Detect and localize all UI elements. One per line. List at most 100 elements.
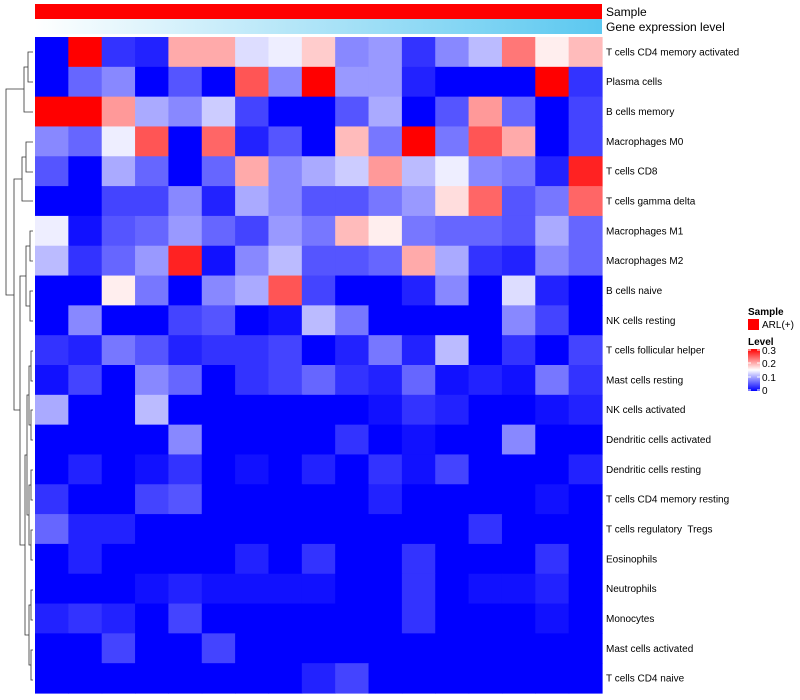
- heatmap-cell: [468, 603, 503, 634]
- heatmap-cell: [435, 245, 470, 277]
- heatmap-cell: [435, 96, 470, 128]
- heatmap-cell: [468, 633, 503, 664]
- heatmap-cell: [568, 633, 603, 664]
- heatmap-cell: [401, 126, 436, 157]
- heatmap-cell: [68, 394, 103, 426]
- heatmap-cell: [135, 365, 170, 396]
- heatmap-cell: [568, 245, 603, 277]
- heatmap-cell: [168, 484, 203, 515]
- heatmap-cell: [168, 573, 203, 605]
- heatmap-cell: [268, 365, 303, 396]
- heatmap-cell: [201, 394, 236, 426]
- heatmap-cell: [501, 514, 536, 545]
- heatmap-cell: [201, 603, 236, 634]
- heatmap-cell: [501, 663, 536, 694]
- heatmap-cell: [101, 573, 136, 605]
- heatmap-cell: [335, 275, 370, 306]
- heatmap-cell: [368, 394, 403, 426]
- heatmap-cell: [135, 37, 170, 68]
- heatmap-cell: [35, 126, 69, 157]
- heatmap-cell: [135, 514, 170, 545]
- heatmap-cell: [301, 633, 336, 664]
- heatmap-cell: [501, 96, 536, 128]
- legend-tick-label: 0.3: [762, 346, 776, 357]
- row-label: T cells follicular helper: [606, 346, 705, 357]
- heatmap-cell: [235, 454, 270, 485]
- heatmap-cell: [68, 365, 103, 396]
- legend-level-ticks: [748, 349, 760, 391]
- heatmap-cell: [201, 126, 236, 157]
- heatmap-cell: [401, 484, 436, 515]
- heatmap-cell: [235, 126, 270, 157]
- heatmap-cell: [68, 543, 103, 575]
- heatmap-cell: [301, 335, 336, 366]
- heatmap-cell: [535, 335, 570, 366]
- heatmap-cell: [301, 186, 336, 217]
- heatmap-cell: [435, 543, 470, 575]
- heatmap-cell: [101, 633, 136, 664]
- heatmap-cell: [35, 514, 69, 545]
- heatmap-cell: [468, 543, 503, 575]
- heatmap-cell: [301, 156, 336, 187]
- heatmap-cell: [401, 305, 436, 336]
- heatmap-cell: [535, 365, 570, 396]
- heatmap-cell: [368, 603, 403, 634]
- heatmap-cell: [68, 186, 103, 217]
- heatmap-cell: [201, 514, 236, 545]
- heatmap-cell: [168, 424, 203, 456]
- heatmap-cell: [68, 573, 103, 605]
- heatmap-cell: [101, 186, 136, 217]
- heatmap-cell: [401, 394, 436, 426]
- heatmap-cell: [35, 424, 69, 456]
- heatmap-cell: [235, 424, 270, 456]
- heatmap-cell: [268, 305, 303, 336]
- heatmap-cell: [535, 275, 570, 306]
- heatmap-cell: [368, 424, 403, 456]
- heatmap-cell: [301, 573, 336, 605]
- heatmap-cell: [501, 335, 536, 366]
- heatmap-cell: [568, 454, 603, 485]
- heatmap-cell: [468, 96, 503, 128]
- row-label: T cells CD4 memory resting: [606, 495, 729, 506]
- heatmap-cell: [468, 573, 503, 605]
- heatmap-cell: [68, 126, 103, 157]
- row-label: Mast cells resting: [606, 375, 683, 386]
- row-label: Macrophages M2: [606, 256, 684, 267]
- row-label: T cells regulatory Tregs: [606, 525, 713, 536]
- heatmap-cell: [135, 335, 170, 366]
- heatmap-cell: [168, 394, 203, 426]
- heatmap-cell: [35, 186, 69, 217]
- heatmap-cell: [101, 603, 136, 634]
- heatmap-cell: [235, 275, 270, 306]
- heatmap-cell: [301, 454, 336, 485]
- heatmap-cell: [268, 37, 303, 68]
- heatmap-cell: [201, 215, 236, 247]
- heatmap-cell: [235, 573, 270, 605]
- heatmap-cell: [568, 514, 603, 545]
- heatmap-cell: [201, 573, 236, 605]
- heatmap-cell: [268, 633, 303, 664]
- heatmap-cell: [401, 603, 436, 634]
- heatmap-cell: [335, 126, 370, 157]
- heatmap-cell: [568, 37, 603, 68]
- heatmap-cell: [401, 66, 436, 98]
- heatmap-cell: [335, 543, 370, 575]
- heatmap-cell: [435, 514, 470, 545]
- heatmap-cell: [368, 275, 403, 306]
- heatmap-cell: [568, 335, 603, 366]
- heatmap-cell: [301, 543, 336, 575]
- heatmap-cell: [268, 454, 303, 485]
- heatmap-cell: [368, 633, 403, 664]
- heatmap-cell: [168, 365, 203, 396]
- heatmap-cell: [401, 156, 436, 187]
- heatmap-cell: [101, 663, 136, 694]
- heatmap-cell: [468, 424, 503, 456]
- heatmap-cell: [268, 484, 303, 515]
- heatmap-cell: [535, 454, 570, 485]
- heatmap-cell: [101, 335, 136, 366]
- heatmap-cell: [368, 365, 403, 396]
- heatmap-cell: [568, 156, 603, 187]
- heatmap-cell: [535, 186, 570, 217]
- heatmap-cell: [101, 394, 136, 426]
- heatmap-cell: [468, 215, 503, 247]
